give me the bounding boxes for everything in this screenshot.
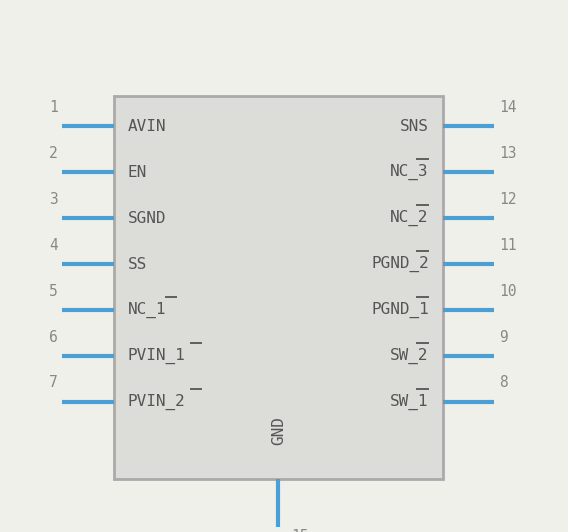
Text: PVIN_1: PVIN_1 [128, 348, 186, 364]
Bar [114, 96, 443, 479]
Text: SW_1: SW_1 [390, 394, 429, 410]
Text: PVIN_2: PVIN_2 [128, 394, 186, 410]
Text: SS: SS [128, 257, 147, 272]
Text: SW_2: SW_2 [390, 348, 429, 364]
Text: PGND_1: PGND_1 [371, 302, 429, 318]
Text: 5: 5 [49, 284, 58, 298]
Text: GND: GND [271, 417, 286, 445]
Text: 1: 1 [49, 99, 58, 115]
Text: AVIN: AVIN [128, 119, 166, 134]
Text: NC_1: NC_1 [128, 302, 166, 318]
Text: SGND: SGND [128, 211, 166, 226]
Text: 11: 11 [499, 238, 516, 253]
Text: 2: 2 [49, 146, 58, 161]
Text: NC_2: NC_2 [390, 210, 429, 227]
Text: 13: 13 [499, 146, 516, 161]
Text: 9: 9 [499, 329, 507, 345]
Text: 10: 10 [499, 284, 516, 298]
Text: 6: 6 [49, 329, 58, 345]
Text: 8: 8 [499, 376, 507, 390]
Text: 3: 3 [49, 192, 58, 206]
Text: SNS: SNS [400, 119, 429, 134]
Text: 4: 4 [49, 238, 58, 253]
Text: PGND_2: PGND_2 [371, 256, 429, 272]
Text: 7: 7 [49, 376, 58, 390]
Text: 14: 14 [499, 99, 516, 115]
Text: 15: 15 [291, 529, 308, 532]
Text: EN: EN [128, 165, 147, 180]
Text: 12: 12 [499, 192, 516, 206]
Text: NC_3: NC_3 [390, 164, 429, 180]
